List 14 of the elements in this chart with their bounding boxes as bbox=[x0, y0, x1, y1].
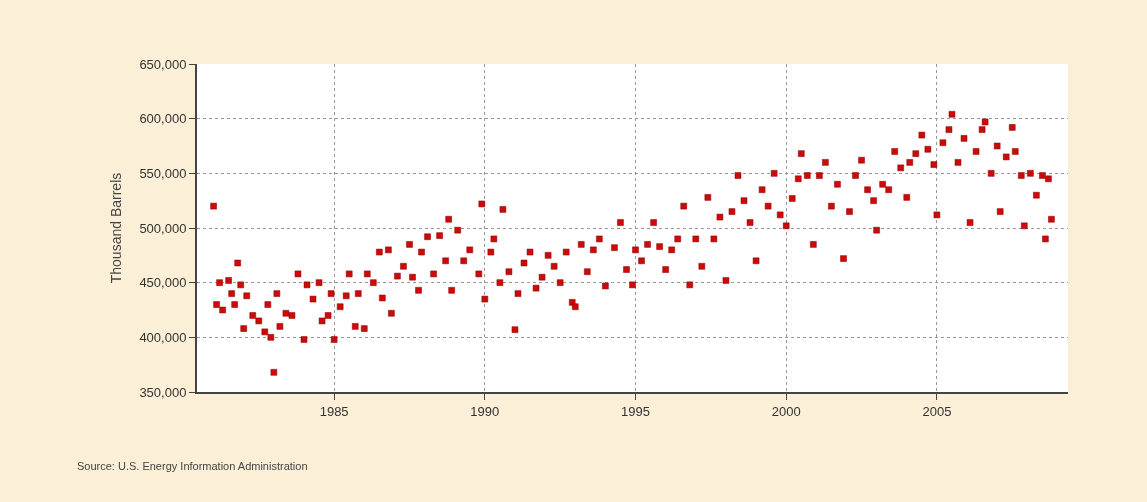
y-tick-label: 500,000 bbox=[139, 220, 187, 236]
x-tick-label: 2000 bbox=[771, 403, 801, 419]
x-tick-label: 2005 bbox=[922, 403, 952, 419]
y-tick-label: 450,000 bbox=[139, 275, 187, 291]
y-tick-label: 650,000 bbox=[139, 56, 187, 72]
y-tick-label: 400,000 bbox=[139, 329, 187, 345]
y-tick-label: 350,000 bbox=[139, 384, 187, 400]
y-tick-label: 600,000 bbox=[139, 111, 187, 127]
y-axis-title: Thousand Barrels bbox=[107, 172, 124, 284]
x-tick-label: 1985 bbox=[319, 403, 349, 419]
source-note: Source: U.S. Energy Information Administration bbox=[77, 460, 308, 472]
y-tick-label: 550,000 bbox=[139, 165, 187, 181]
x-tick-label: 1995 bbox=[621, 403, 650, 419]
x-tick-label: 1990 bbox=[470, 403, 500, 419]
